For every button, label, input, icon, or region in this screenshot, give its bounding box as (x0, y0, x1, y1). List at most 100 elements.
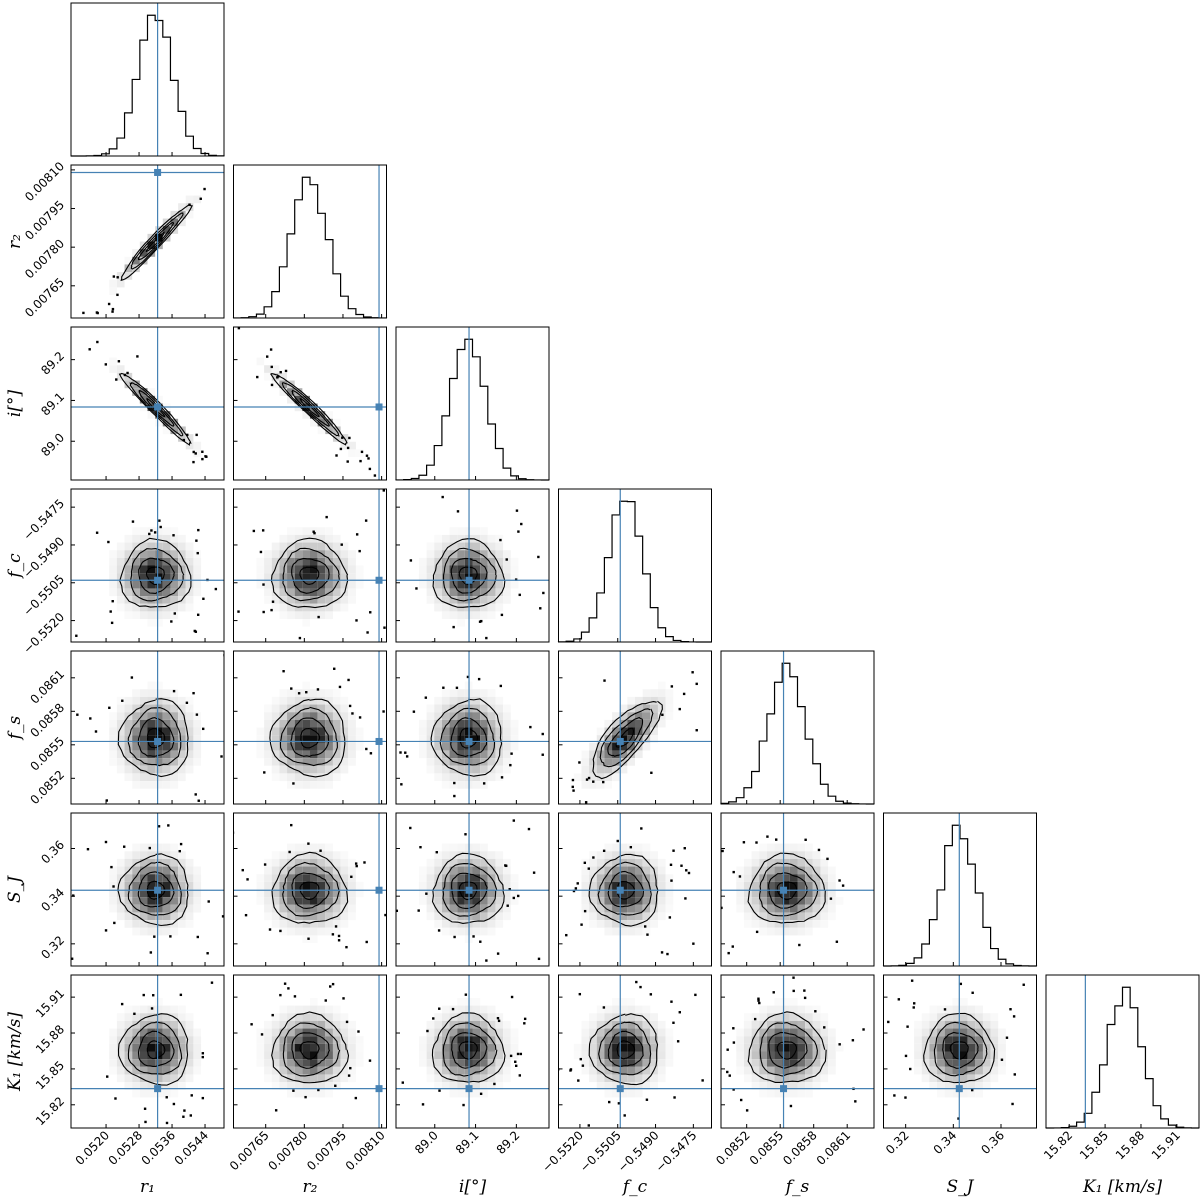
sample-point (803, 996, 807, 1000)
sample-point (456, 510, 460, 513)
sample-point (282, 665, 284, 667)
density-SJ-vs-fc (558, 813, 712, 966)
x-axis-label-fs: f_s (784, 1177, 810, 1197)
y-tick-label-K1: 15.82 (33, 1094, 67, 1128)
truth-marker (154, 886, 162, 894)
sample-point (577, 618, 579, 620)
sample-point (500, 776, 504, 779)
truth-marker (465, 1085, 473, 1093)
sample-point (505, 558, 508, 561)
sample-point (112, 885, 115, 888)
y-axis-label-fs: f_s (5, 715, 25, 741)
sample-point (368, 467, 372, 471)
contour-3 (130, 548, 185, 602)
panel-SJ-vs-i (395, 812, 550, 967)
sample-point (585, 778, 589, 781)
contour-3 (282, 1022, 341, 1077)
sample-point (358, 716, 362, 719)
panel-K1-vs-i: 89.0 89.1 89.2 (395, 974, 550, 1157)
sample-point (72, 894, 75, 897)
sample-point (88, 348, 91, 351)
truth-marker (375, 1085, 383, 1093)
density-r2-vs-r1 (71, 165, 224, 318)
sample-point (279, 993, 282, 997)
sample-point (817, 848, 821, 852)
sample-point (196, 551, 199, 555)
sample-point (365, 747, 368, 751)
panel-frame (70, 812, 225, 967)
sample-point (131, 520, 135, 523)
sample-point (485, 959, 488, 962)
sample-point (721, 906, 723, 910)
panel-frame (233, 974, 387, 1129)
panel-frame (233, 488, 387, 643)
sample-point (412, 498, 414, 500)
sample-point (414, 521, 416, 523)
sample-point (417, 909, 420, 912)
truth-marker (375, 576, 383, 584)
panel-r2-vs-r2 (232, 164, 388, 319)
sample-point (165, 1096, 168, 1099)
sample-point (192, 460, 195, 464)
sample-point (722, 625, 724, 627)
sample-point (349, 1066, 352, 1070)
panel-fc-vs-r1: −0.5520−0.5505−0.5490−0.5475 (20, 488, 225, 656)
sample-point (150, 1007, 154, 1010)
sample-point (726, 1048, 729, 1051)
sample-point (340, 543, 343, 546)
panel-frame (720, 812, 875, 967)
density-i-vs-r2 (233, 327, 416, 523)
panel-frame (70, 650, 225, 805)
panel-fc-vs-r2 (233, 488, 387, 667)
sample-point (313, 531, 316, 535)
sample-point (259, 550, 263, 554)
sample-point (271, 600, 275, 603)
truth-marker (154, 168, 162, 176)
sample-point (687, 871, 691, 875)
contour-3 (129, 381, 184, 437)
contour-4 (270, 372, 348, 446)
sample-point (728, 1074, 731, 1077)
sample-point (104, 840, 108, 844)
sample-point (602, 849, 606, 853)
sample-point (333, 667, 336, 670)
sample-point (909, 1067, 912, 1071)
sample-point (341, 436, 344, 439)
sample-point (196, 935, 199, 939)
x-tick-label-r1: 0.0528 (106, 1128, 146, 1168)
sample-point (617, 1102, 621, 1105)
sample-point (220, 755, 223, 758)
sample-point (304, 1095, 307, 1099)
panel-frame (720, 974, 875, 1129)
sample-point (269, 348, 273, 351)
x-tick-label-i: 89.1 (453, 1128, 482, 1157)
sample-point (182, 438, 186, 442)
contour-1 (616, 880, 636, 900)
sample-point (646, 933, 649, 936)
panel-frame (395, 326, 550, 481)
sample-point (732, 1041, 736, 1044)
sample-point (757, 999, 760, 1002)
sample-point (346, 460, 349, 463)
sample-point (250, 1023, 253, 1026)
sample-point (455, 686, 459, 690)
sample-point (136, 355, 139, 358)
sample-point (188, 203, 191, 206)
sample-point (542, 591, 545, 595)
sample-point (623, 1114, 626, 1117)
sample-point (943, 1008, 947, 1011)
sample-point (971, 1088, 974, 1092)
sample-point (581, 1064, 585, 1067)
sample-point (345, 945, 348, 949)
sample-point (424, 696, 428, 699)
sample-point (205, 455, 208, 458)
sample-point (739, 1098, 743, 1102)
sample-point (354, 862, 358, 865)
sample-point (342, 997, 345, 1000)
sample-point (457, 664, 459, 666)
sample-point (390, 734, 392, 736)
x-tick-label-r2: 0.00795 (304, 1128, 349, 1173)
contour-3 (127, 707, 182, 767)
